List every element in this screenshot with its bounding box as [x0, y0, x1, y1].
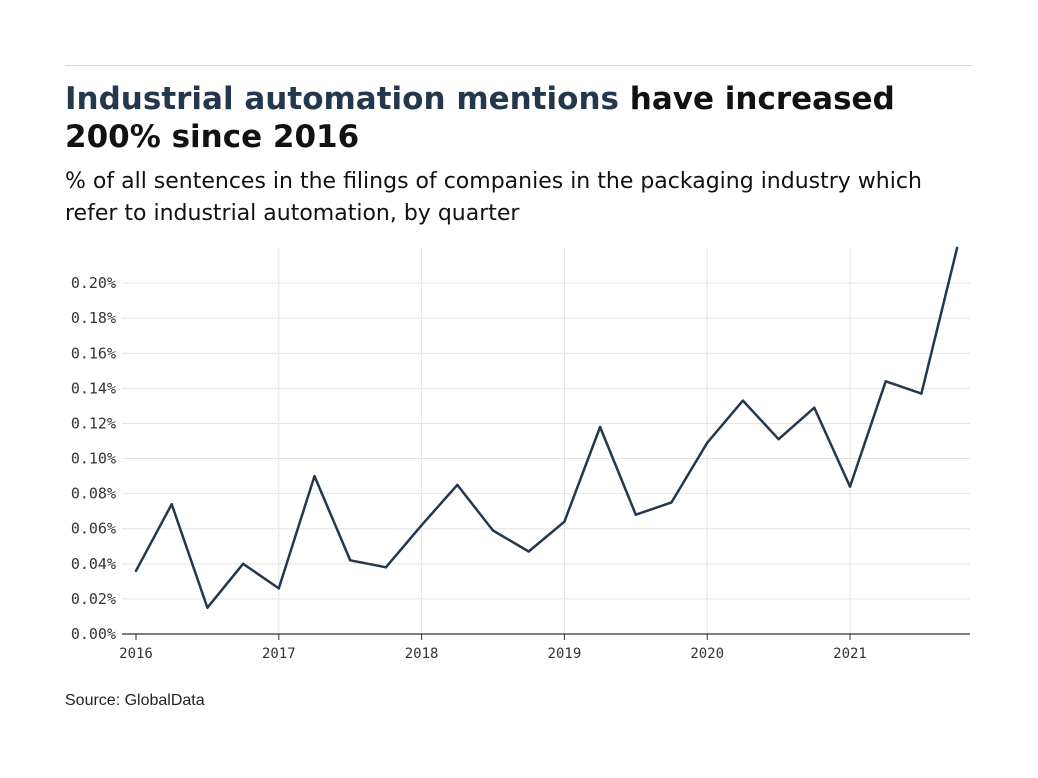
- data-point: [563, 520, 566, 523]
- x-tick-label: 2016: [119, 646, 153, 662]
- data-point: [456, 483, 459, 487]
- y-tick-label: 0.14%: [71, 379, 116, 397]
- data-point: [491, 529, 495, 532]
- chart-subtitle: % of all sentences in the filings of com…: [65, 169, 922, 226]
- data-point: [277, 587, 280, 590]
- data-point: [741, 399, 745, 402]
- y-tick-label: 0.06%: [71, 520, 116, 538]
- data-point: [848, 485, 852, 488]
- data-point: [527, 550, 530, 553]
- data-point: [706, 441, 709, 444]
- data-point: [670, 501, 673, 504]
- data-point: [884, 380, 887, 383]
- data-point: [170, 502, 173, 506]
- title-highlight: Industrial automation mentions: [65, 81, 619, 117]
- title-rest: have increased 200% since 2016: [65, 81, 895, 155]
- data-point: [598, 425, 602, 429]
- data-point: [634, 513, 637, 516]
- y-tick-label: 0.18%: [71, 309, 116, 327]
- x-tick-label: 2018: [405, 646, 439, 662]
- x-tick-label: 2017: [262, 646, 296, 662]
- x-tick-label: 2021: [833, 646, 867, 662]
- y-tick-label: 0.20%: [71, 274, 116, 292]
- data-point: [241, 562, 245, 566]
- series-line: [134, 246, 959, 609]
- y-tick-label: 0.04%: [71, 555, 116, 573]
- data-point: [813, 406, 816, 409]
- y-tick-label: 0.02%: [71, 590, 116, 608]
- y-tick-label: 0.16%: [71, 344, 116, 362]
- y-tick-label: 0.10%: [71, 450, 116, 468]
- y-tick-label: 0.08%: [71, 485, 116, 503]
- chart-title: Industrial automation mentions have incr…: [65, 80, 965, 156]
- data-point: [955, 246, 959, 250]
- x-tick-label: 2019: [548, 646, 582, 662]
- x-tick-label: 2020: [690, 646, 724, 662]
- data-point: [313, 474, 316, 478]
- y-tick-label: 0.00%: [71, 625, 116, 643]
- data-point: [134, 569, 138, 573]
- y-tick-label: 0.12%: [71, 414, 116, 432]
- data-point: [206, 606, 209, 609]
- data-point: [420, 524, 423, 527]
- top-rule: [65, 65, 973, 66]
- data-point: [384, 566, 388, 569]
- data-point: [777, 438, 780, 441]
- source-note: Source: GlobalData: [65, 692, 205, 709]
- data-point: [349, 559, 352, 562]
- data-point: [920, 392, 923, 395]
